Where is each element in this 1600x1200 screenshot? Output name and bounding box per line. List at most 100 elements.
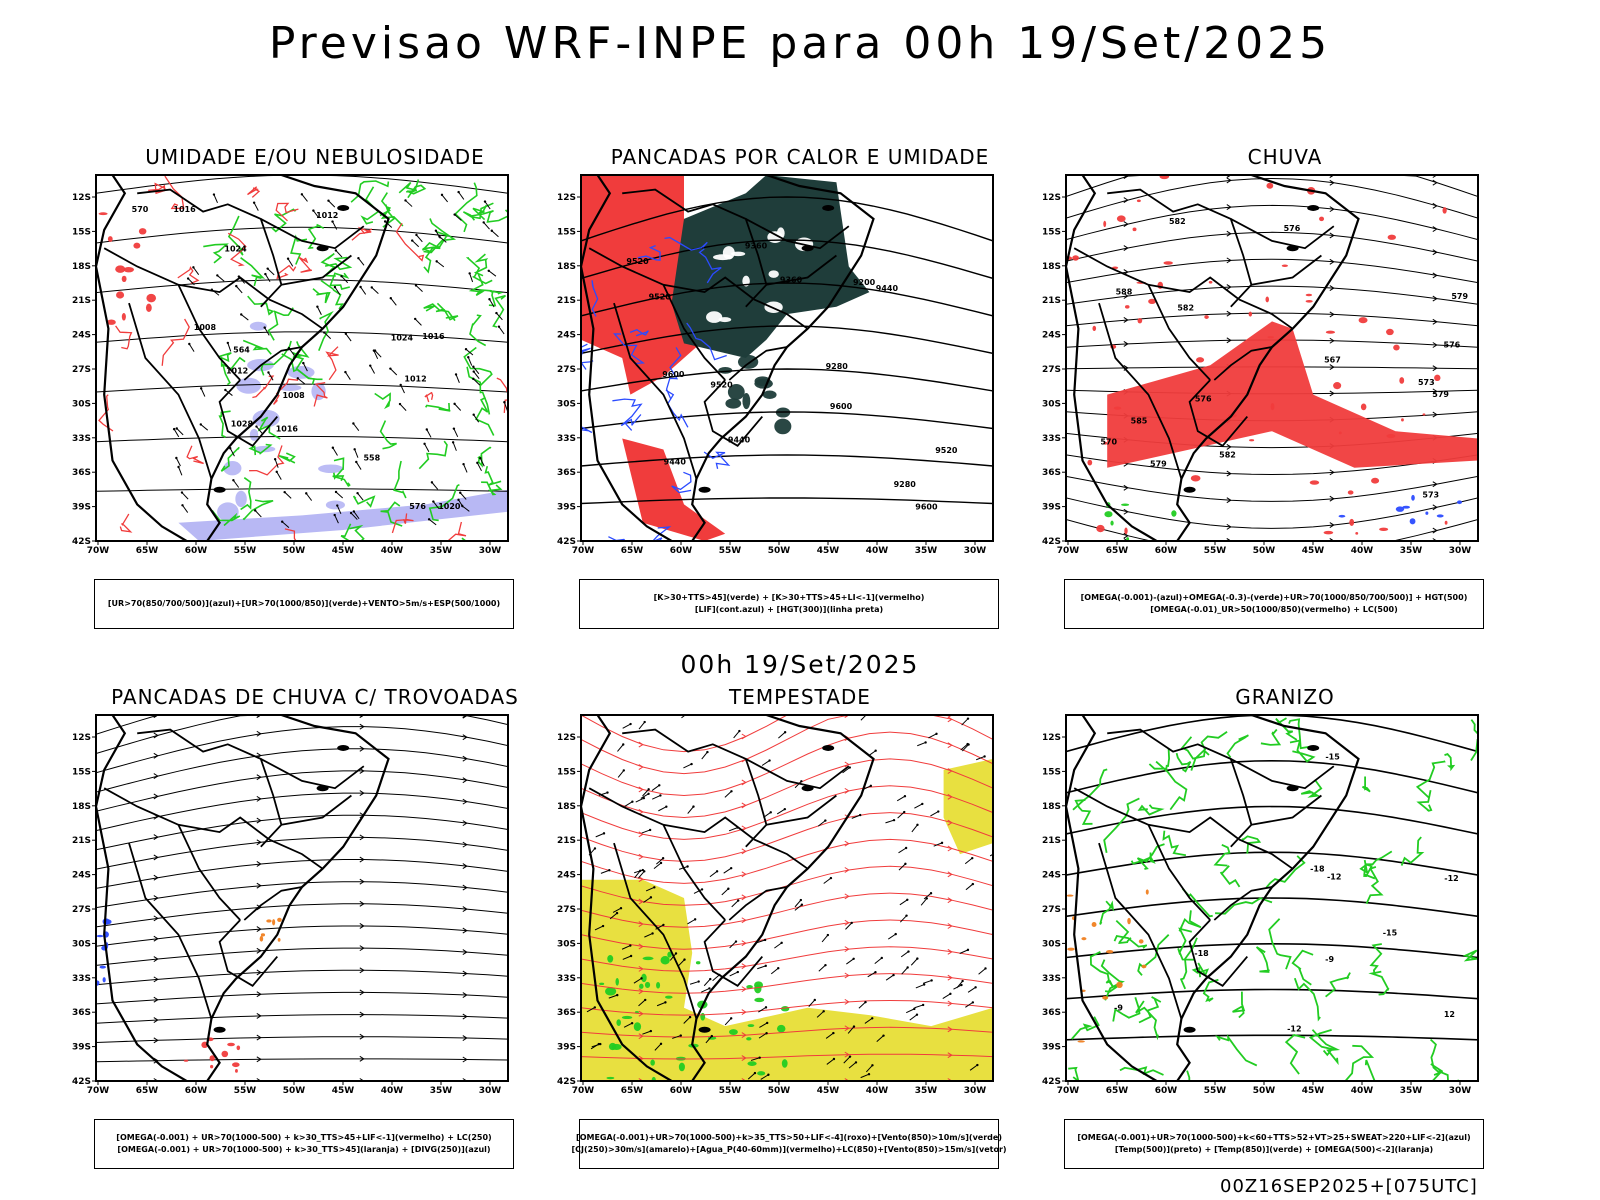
continent-borders <box>581 715 875 1081</box>
lon-tick-label: 55W <box>234 546 257 556</box>
contour-label: 9600 <box>830 402 853 411</box>
panel-title: CHUVA <box>1247 145 1323 169</box>
contour-labels: -9 -9 -12 -12 -12 -15 -15 -18 -18 12 <box>1114 753 1459 1034</box>
lon-tick-label: 70W <box>87 1086 110 1096</box>
contour-label: 585 <box>1131 417 1148 426</box>
contour-label: -15 <box>1383 929 1398 938</box>
lat-tick-label: 39S <box>1042 1043 1061 1053</box>
lat-tick-label: 27S <box>72 365 91 375</box>
lat-tick-label: 24S <box>72 331 91 341</box>
lat-tick-label: 30S <box>72 939 91 949</box>
panel-title: PANCADAS DE CHUVA C/ TROVOADAS <box>111 685 519 709</box>
lon-tick-label: 45W <box>1302 1086 1325 1096</box>
lat-tick-label: 15S <box>557 227 576 237</box>
legend-line: [Temp(500)](preto) + [Temp(850)](verde) … <box>1114 1145 1434 1154</box>
lat-tick-label: 30S <box>1042 939 1061 949</box>
panel-legend: [OMEGA(-0.001)+UR>70(1000-500)+k<60+TTS>… <box>1064 1119 1484 1169</box>
lat-tick-label: 33S <box>557 974 576 984</box>
lon-tick-label: 70W <box>572 1086 595 1096</box>
lon-tick-label: 30W <box>479 1086 502 1096</box>
contour-label: -18 <box>1194 949 1209 958</box>
lat-tick-label: 42S <box>72 537 91 547</box>
lon-tick-label: 35W <box>1400 1086 1423 1096</box>
contour-label: 579 <box>1451 292 1468 301</box>
continent-borders <box>1066 715 1360 1081</box>
contour-label: -12 <box>1327 873 1341 882</box>
red-spots <box>183 1037 241 1073</box>
lat-tick-label: 27S <box>72 905 91 915</box>
lat-tick-label: 12S <box>557 733 576 743</box>
panel-title: PANCADAS POR CALOR E UMIDADE <box>610 145 990 169</box>
contour-label: 9280 <box>826 362 849 371</box>
lon-tick-label: 40W <box>866 546 889 556</box>
contour-label: 9520 <box>710 381 733 390</box>
contour-label: 567 <box>1324 355 1341 364</box>
legend-line: [OMEGA(-0.001)+UR>70(1000-500)+k<60+TTS>… <box>1077 1133 1471 1142</box>
lat-tick-label: 18S <box>557 802 576 812</box>
lat-tick-label: 36S <box>1042 1008 1061 1018</box>
lat-tick-label: 24S <box>1042 331 1061 341</box>
lat-tick-label: 33S <box>1042 974 1061 984</box>
contour-label: 1016 <box>173 205 196 214</box>
contour-label: 9440 <box>728 436 751 445</box>
lon-tick-label: 40W <box>381 1086 404 1096</box>
lat-tick-label: 27S <box>557 905 576 915</box>
lon-tick-label: 40W <box>381 546 404 556</box>
lat-tick-label: 30S <box>557 939 576 949</box>
lat-tick-label: 18S <box>1042 802 1061 812</box>
omega-green-spots <box>1104 502 1177 541</box>
humidity-green-contours <box>203 179 508 541</box>
lat-tick-label: 33S <box>72 974 91 984</box>
lat-tick-label: 39S <box>557 503 576 513</box>
legend-line: [OMEGA(-0.001) + UR>70(1000-500) + k>30_… <box>116 1133 492 1142</box>
contour-label: -12 <box>1444 874 1458 883</box>
lon-tick-label: 65W <box>1106 1086 1129 1096</box>
lon-tick-label: 40W <box>1351 1086 1374 1096</box>
contour-label: 1012 <box>404 375 426 384</box>
lon-tick-label: 60W <box>1155 1086 1178 1096</box>
map-pancadas-calor: 9600 9600 9600 9520 9520 9520 9440 9520 9440 9360… <box>555 171 1045 571</box>
lat-tick-label: 21S <box>1042 296 1061 306</box>
lon-tick-label: 30W <box>1449 1086 1472 1096</box>
contour-label: 9440 <box>664 458 687 467</box>
contour-label: 9520 <box>649 293 672 302</box>
contour-label: 1024 <box>224 244 247 253</box>
contour-label: -12 <box>1287 1025 1301 1034</box>
lon-tick-label: 55W <box>1204 546 1227 556</box>
lon-tick-label: 50W <box>1253 546 1276 556</box>
lat-tick-label: 15S <box>72 767 91 777</box>
lat-tick-label: 15S <box>72 227 91 237</box>
contour-labels: 1008 1008 1016 1012 1020 1024 1016 1012 1028 1024… <box>132 205 461 511</box>
lon-tick-label: 30W <box>479 546 502 556</box>
omega-blue-spots <box>1338 494 1462 525</box>
lon-tick-label: 50W <box>768 546 791 556</box>
rain-red-band <box>1107 321 1478 468</box>
lat-tick-label: 21S <box>557 836 576 846</box>
lon-tick-label: 60W <box>670 1086 693 1096</box>
contour-label: 573 <box>1422 491 1439 500</box>
legend-line: [OMEGA(-0.01)_UR>50(1000/850)(vermelho) … <box>1150 605 1398 614</box>
contour-label: -9 <box>1114 1003 1123 1012</box>
contour-label: 1016 <box>276 425 299 434</box>
lon-tick-label: 30W <box>1449 546 1472 556</box>
lon-tick-label: 35W <box>430 1086 453 1096</box>
lat-tick-label: 12S <box>72 193 91 203</box>
lon-tick-label: 70W <box>1057 1086 1080 1096</box>
legend-line: [OMEGA(-0.001) + UR>70(1000-500) + k>30_… <box>117 1145 491 1154</box>
panel-title: UMIDADE E/OU NEBULOSIDADE <box>145 145 485 169</box>
contour-label: 576 <box>409 502 426 511</box>
lc850-streamlines <box>581 715 993 1081</box>
wind850-vectors <box>586 715 993 1080</box>
panel-legend: [OMEGA(-0.001)-(azul)+OMEGA(-0.3)-(verde… <box>1064 579 1484 629</box>
lat-tick-label: 24S <box>557 871 576 881</box>
contour-label: -9 <box>1325 955 1334 964</box>
lon-tick-label: 60W <box>185 546 208 556</box>
lat-tick-label: 27S <box>557 365 576 375</box>
lat-tick-label: 42S <box>1042 537 1061 547</box>
lon-tick-label: 50W <box>1253 1086 1276 1096</box>
lat-tick-label: 30S <box>1042 399 1061 409</box>
continent-borders <box>96 715 390 1081</box>
